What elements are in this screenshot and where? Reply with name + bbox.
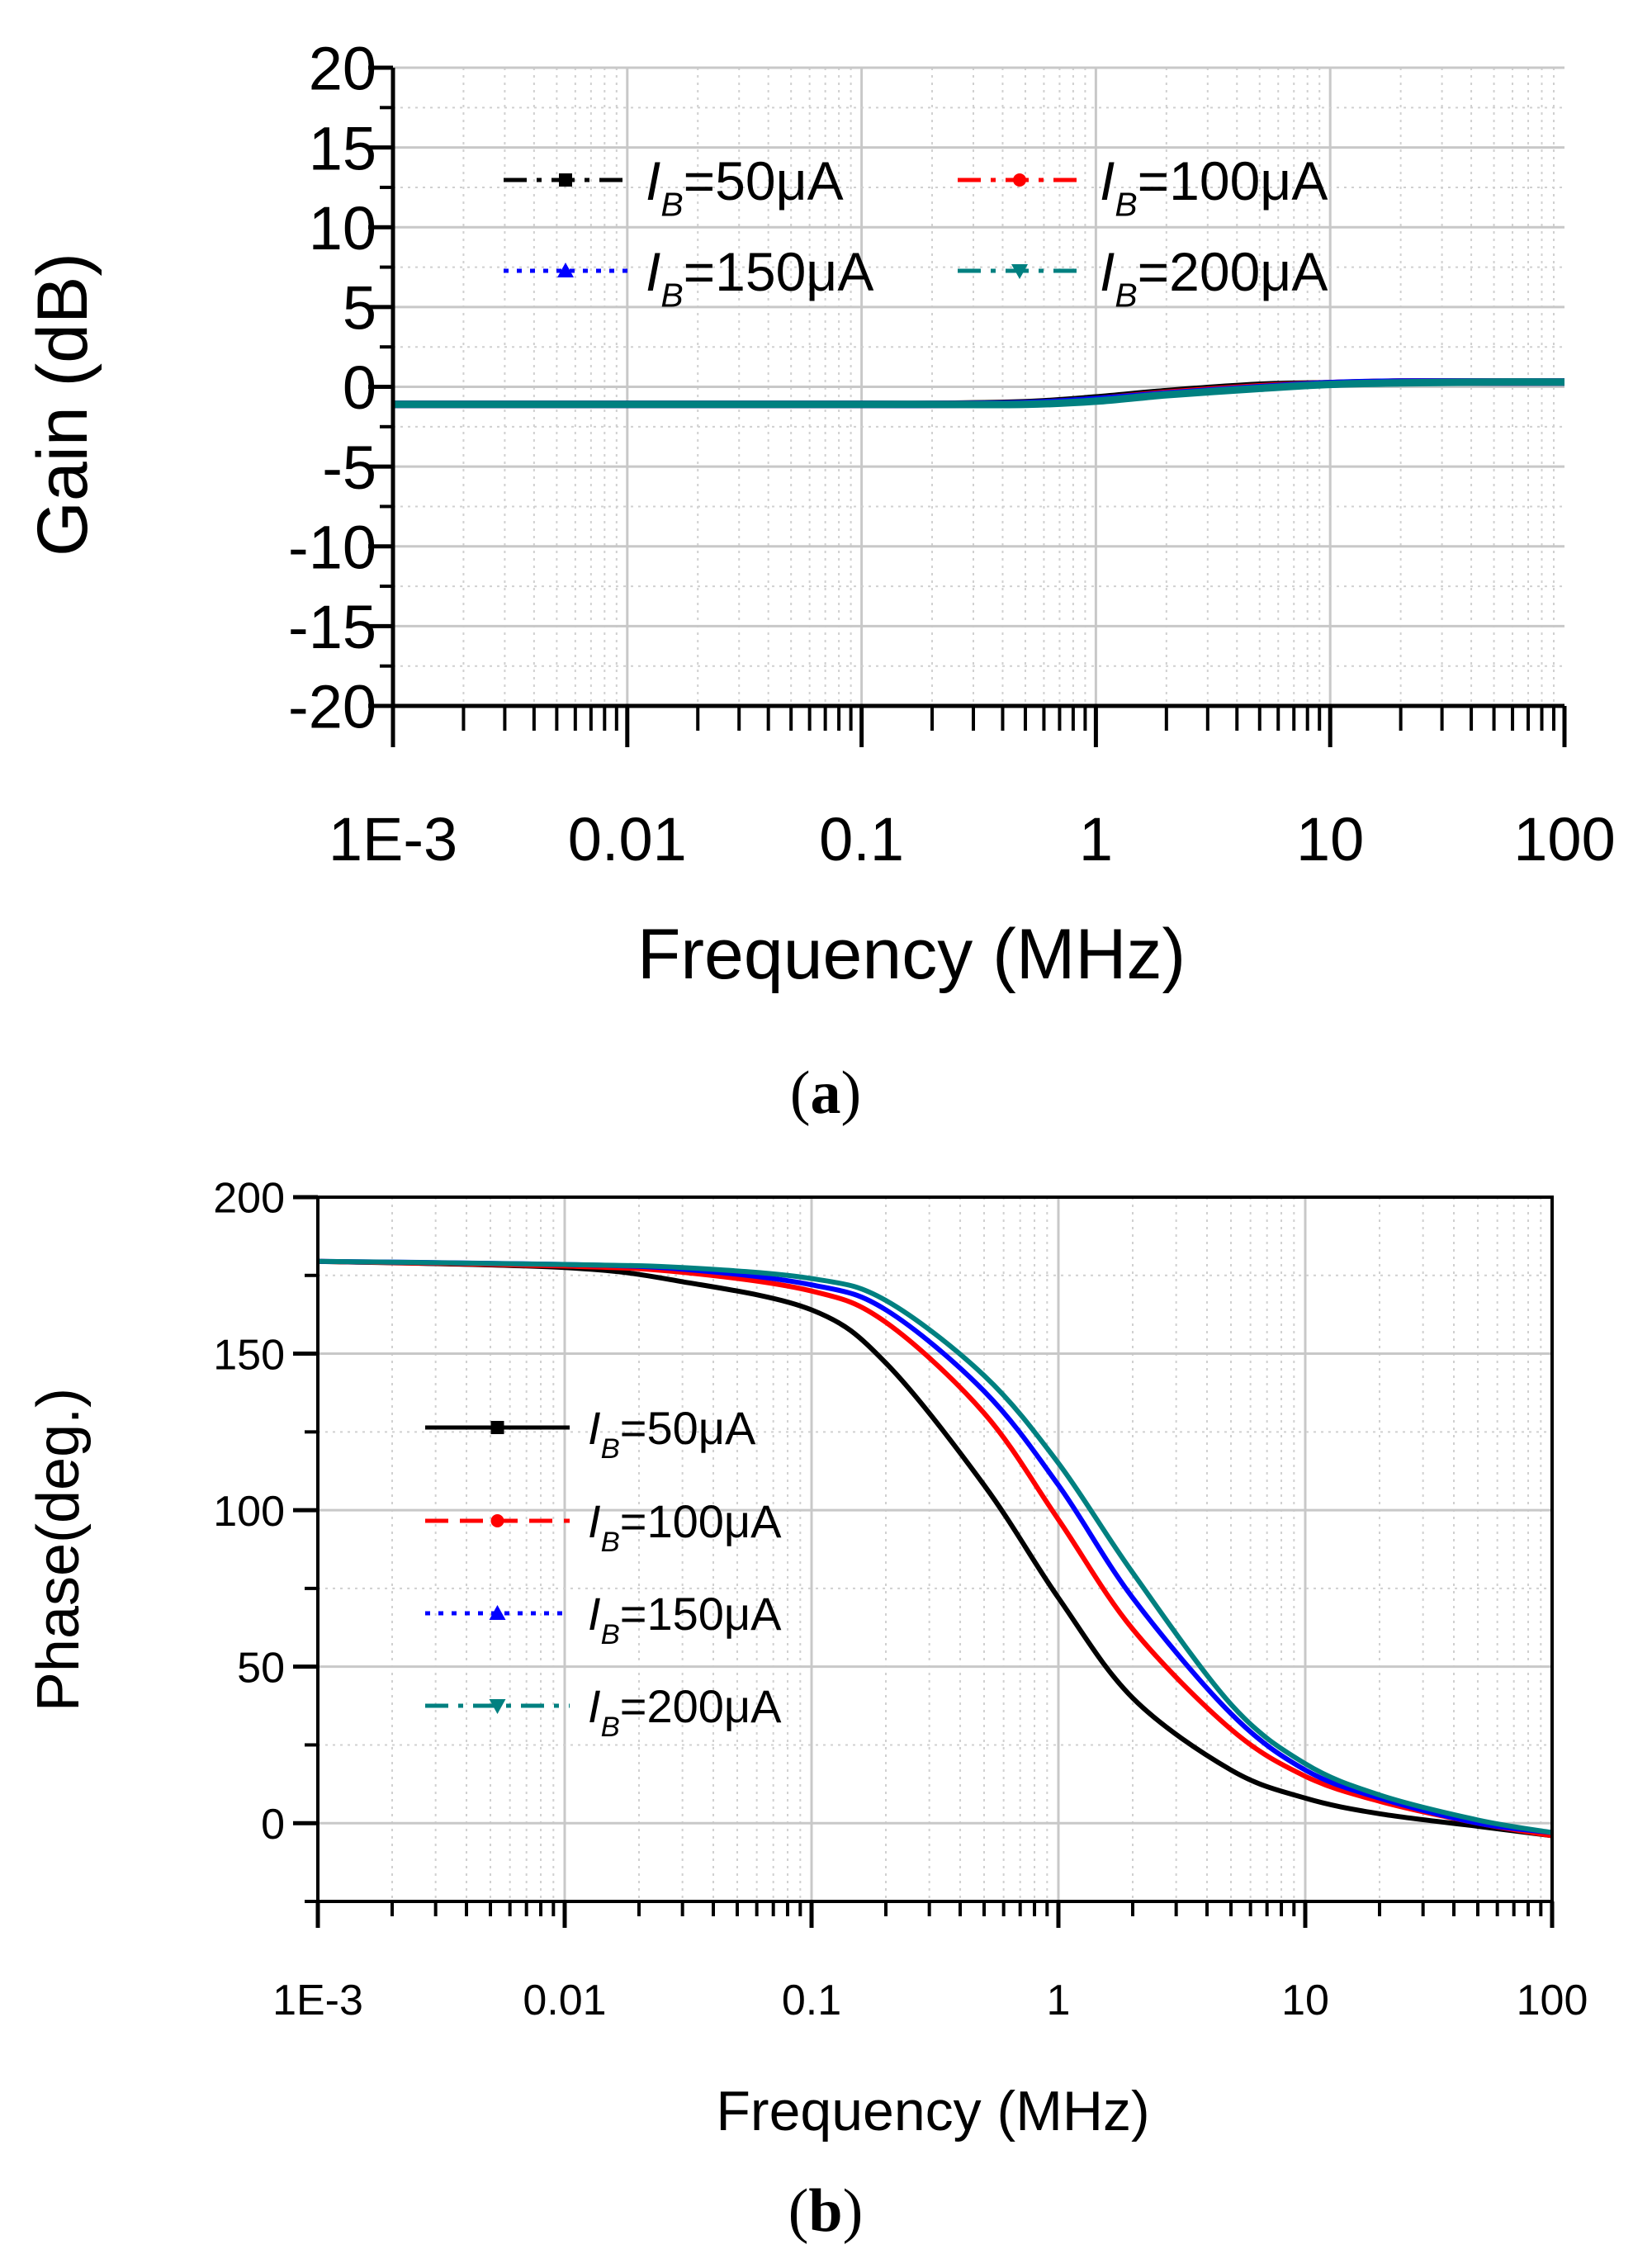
gain-series-b200: [393, 378, 1565, 409]
phase-legend-item-b150: IB=150μA: [425, 1588, 782, 1650]
gain-y-tick-label: 0: [343, 353, 376, 422]
gain-legend-label-main: I: [1100, 150, 1115, 211]
phase-y-axis-label: Phase(deg.): [26, 1388, 92, 1712]
gain-legend-item-b200: IB=200μA: [958, 241, 1328, 315]
phase-legend-item-b100: IB=100μA: [425, 1495, 782, 1558]
phase-plot-frame: [316, 1196, 1554, 1903]
phase-legend-label-main: I: [588, 1402, 601, 1454]
phase-y-tick-label: 50: [237, 1644, 285, 1692]
phase-x-tick-label: 0.1: [782, 1977, 841, 2024]
gain-legend-label-main: I: [1100, 241, 1115, 302]
phase-y-tick-label: 150: [213, 1331, 285, 1379]
phase-x-tick-label: 1: [1047, 1977, 1071, 2024]
phase-y-tick-label: 200: [213, 1175, 285, 1223]
phase-legend-label-main: I: [588, 1680, 601, 1732]
gain-x-tick-label: 1: [1079, 805, 1113, 874]
gain-axes: 1E-3 0.01 0.1 1 10 100 20 15 10 5 0 -5 -10 -15 -20: [288, 35, 1616, 874]
phase-legend-label-b50: IB=50μA: [588, 1402, 756, 1465]
gain-legend-label-b200: IB=200μA: [1100, 241, 1328, 315]
phase-legend-item-b200: IB=200μA: [425, 1680, 782, 1743]
gain-y-tick-label: 15: [309, 114, 376, 182]
phase-panel-caption-letter: b: [808, 2177, 842, 2245]
phase-legend-label-main: I: [588, 1588, 601, 1640]
gain-panel-caption: (a): [790, 1059, 861, 1127]
phase-legend-label-sub: B: [601, 1712, 620, 1743]
gain-legend-marker-b100: [1013, 173, 1026, 187]
gain-legend-label-main: I: [646, 241, 660, 302]
phase-legend-label-rest: =150μA: [620, 1588, 782, 1640]
phase-legend-marker-b200: [489, 1699, 506, 1714]
gain-legend-label-rest: =50μA: [684, 150, 844, 211]
phase-series-group: [317, 1258, 1553, 1839]
gain-grid: [393, 66, 1564, 708]
gain-legend-item-b50: IB=50μA: [504, 150, 844, 224]
gain-y-tick-label: 10: [309, 194, 376, 263]
gain-y-tick-label: 20: [309, 35, 376, 103]
gain-legend-label-sub: B: [660, 277, 683, 315]
phase-axes: 1E-3 0.01 0.1 1 10 100 200 150 100 50 0: [213, 1175, 1588, 2024]
phase-x-tick-label: 100: [1517, 1977, 1588, 2024]
phase-x-tick-label: 0.01: [523, 1977, 606, 2024]
gain-legend-label-rest: =200μA: [1138, 241, 1328, 302]
gain-x-tick-label: 0.1: [819, 805, 904, 874]
phase-legend-marker-b150: [489, 1605, 506, 1620]
phase-legend-label-rest: =100μA: [620, 1495, 782, 1547]
gain-x-tick-label: 10: [1296, 805, 1364, 874]
gain-legend-label-sub: B: [660, 186, 683, 224]
phase-series-b200: [317, 1258, 1553, 1835]
phase-legend-marker-b50: [490, 1421, 504, 1434]
gain-legend-label-b50: IB=50μA: [646, 150, 844, 224]
gain-legend-item-b150: IB=150μA: [504, 241, 873, 315]
gain-x-axis-label: Frequency (MHz): [637, 915, 1186, 994]
phase-x-tick-label: 1E-3: [272, 1977, 363, 2024]
phase-panel-caption: (b): [788, 2177, 863, 2245]
phase-series-b50: [317, 1258, 1553, 1839]
gain-y-tick-label: -20: [288, 673, 376, 741]
phase-legend-label-rest: =200μA: [620, 1680, 782, 1732]
gain-legend-label-b150: IB=150μA: [646, 241, 873, 315]
gain-legend-label-rest: =150μA: [684, 241, 874, 302]
gain-y-tick-label: 5: [343, 274, 376, 343]
phase-series-b150: [317, 1258, 1553, 1835]
gain-y-tick-label: -10: [288, 513, 376, 581]
gain-legend-label-b100: IB=100μA: [1100, 150, 1328, 224]
phase-y-tick-label: 100: [213, 1488, 285, 1536]
gain-legend-label-main: I: [646, 150, 660, 211]
phase-grid: [318, 1196, 1552, 1902]
gain-x-tick-label: 100: [1513, 805, 1615, 874]
phase-legend-label-sub: B: [601, 1527, 620, 1558]
gain-y-tick-label: -5: [322, 433, 376, 502]
phase-legend-label-rest: =50μA: [620, 1402, 756, 1454]
phase-legend-marker-b100: [490, 1514, 504, 1527]
gain-panel-caption-letter: a: [811, 1059, 841, 1127]
gain-legend-label-rest: =100μA: [1138, 150, 1328, 211]
gain-x-tick-label: 1E-3: [329, 805, 457, 874]
gain-legend-marker-b150: [557, 263, 574, 277]
gain-series-group: [393, 378, 1565, 409]
gain-legend-label-sub: B: [1115, 186, 1137, 224]
phase-legend-label-b100: IB=100μA: [588, 1495, 782, 1558]
gain-y-tick-label: -15: [288, 593, 376, 661]
phase-legend-label-sub: B: [601, 1619, 620, 1650]
phase-y-tick-label: 0: [261, 1801, 285, 1849]
phase-legend-item-b50: IB=50μA: [425, 1402, 756, 1465]
phase-x-axis-label: Frequency (MHz): [716, 2080, 1149, 2143]
gain-legend-marker-b50: [559, 173, 572, 187]
phase-legend-label-main: I: [588, 1495, 601, 1547]
phase-legend-label-b200: IB=200μA: [588, 1680, 782, 1743]
gain-y-axis-label: Gain (dB): [23, 253, 102, 556]
gain-x-tick-label: 0.01: [568, 805, 687, 874]
gain-legend-marker-b200: [1011, 264, 1028, 279]
gain-legend-item-b100: IB=100μA: [958, 150, 1328, 224]
gain-legend-label-sub: B: [1115, 277, 1137, 315]
phase-legend-label-b150: IB=150μA: [588, 1588, 782, 1650]
phase-x-tick-label: 10: [1281, 1977, 1329, 2024]
phase-legend-label-sub: B: [601, 1433, 620, 1465]
